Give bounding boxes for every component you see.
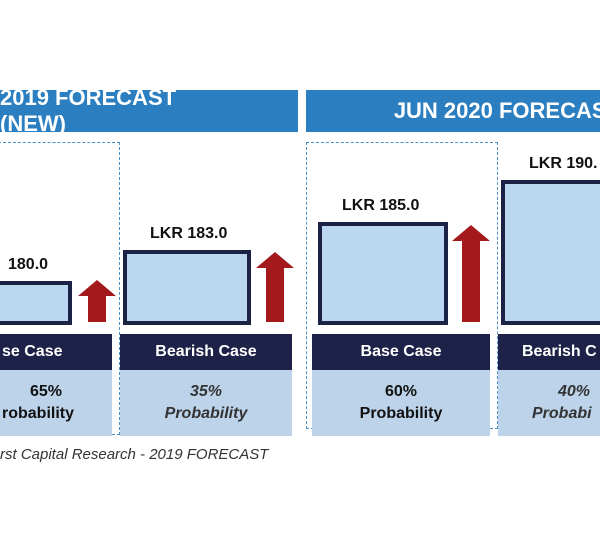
panel-title-2020: JUN 2020 FORECAST — [393, 98, 600, 123]
case-label-2019-base: se Case — [0, 334, 112, 370]
value-label-2020-bearish: LKR 190. — [529, 155, 598, 172]
bar-2019-bearish — [123, 250, 251, 325]
case-label-text: se Case — [2, 343, 63, 360]
bar-2020-base — [318, 222, 448, 325]
probability-2019-base: 65% robability — [0, 370, 112, 436]
case-label-2019-bearish: Bearish Case — [120, 334, 292, 370]
up-arrow-icon — [452, 225, 490, 322]
probability-2020-bearish: 40% Probabi — [498, 370, 600, 436]
probability-text: Probability — [164, 405, 248, 422]
probability-percent: 40% — [558, 383, 591, 400]
value-label-2019-base: 180.0 — [8, 256, 49, 273]
value-label-2020-base: LKR 185.0 — [342, 197, 420, 214]
case-label-text: Bearish Case — [155, 343, 257, 360]
probability-text: Probability — [359, 405, 443, 422]
bar-2020-bearish — [501, 180, 600, 325]
source-note: rst Capital Research - 2019 FORECAST — [0, 446, 269, 463]
probability-percent: 35% — [189, 383, 223, 400]
case-label-2020-base: Base Case — [312, 334, 490, 370]
case-label-text: Bearish C — [522, 343, 597, 360]
up-arrow-icon — [78, 280, 116, 322]
value-label-2019-bearish: LKR 183.0 — [150, 225, 228, 242]
probability-2020-base: 60% Probability — [312, 370, 490, 436]
bar-2019-base — [0, 281, 72, 325]
panel-header-2019: 2019 FORECAST (NEW) — [0, 85, 298, 136]
panel-header-2020: JUN 2020 FORECAST — [306, 90, 600, 132]
probability-text: Probabi — [532, 405, 592, 422]
up-arrow-icon — [256, 252, 294, 322]
case-label-2020-bearish: Bearish C — [498, 334, 600, 370]
case-label-text: Base Case — [360, 343, 442, 360]
probability-text: robability — [2, 405, 75, 422]
probability-percent: 65% — [30, 383, 63, 400]
panel-title-2019: 2019 FORECAST (NEW) — [0, 85, 177, 136]
probability-percent: 60% — [384, 383, 418, 400]
probability-2019-bearish: 35% Probability — [120, 370, 292, 436]
